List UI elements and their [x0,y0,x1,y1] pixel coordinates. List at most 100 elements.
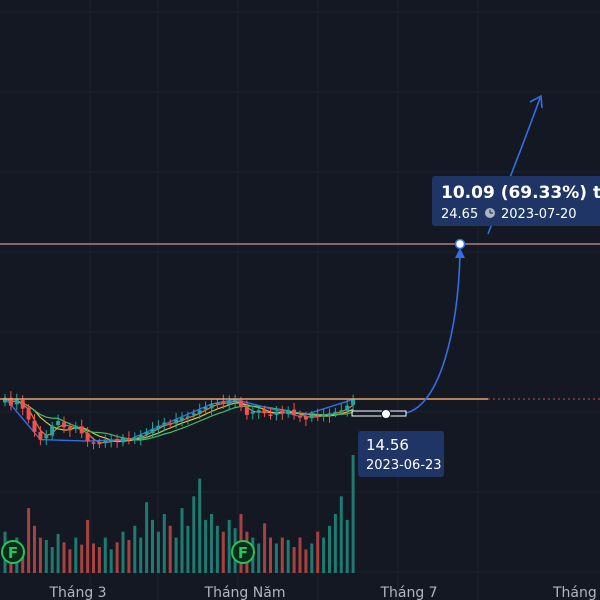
zigzag-path [4,397,354,442]
volume-bar [68,549,72,573]
candle-body [327,413,332,417]
candle-body [126,438,131,440]
volume-bar [345,519,349,573]
volume-bar [192,496,196,573]
volume-bar [204,519,208,573]
candle-body [345,405,350,411]
candle-body [268,414,273,417]
candle-body [73,425,78,430]
candle-body [85,432,90,442]
x-tick-label: Tháng 3 [48,585,106,600]
candle-body [221,401,226,405]
candle-body [321,414,326,417]
volume-bar [292,547,296,573]
projection-start-badge[interactable]: 14.56 2023-06-23 [358,431,444,477]
event-marker-label: F [8,544,18,562]
candle-body [203,407,208,410]
x-axis: Tháng 3 Tháng Năm Tháng 7 Tháng [48,585,596,600]
candle-body [121,438,125,443]
candle-body [162,422,167,425]
start-badge-background [358,431,444,477]
volume-bar [274,543,278,573]
volume-bar [210,514,213,573]
volume-bar [269,537,272,573]
volume-bar [86,519,90,573]
candle-body [351,399,356,405]
event-marker-circle [1,540,25,564]
candle-body [262,409,267,414]
projection-start-date-label: 2023-06-23 [366,458,442,473]
candle-body [339,410,344,412]
volume-bar [168,525,172,573]
clock-icon [485,208,495,218]
volume-bar [156,531,160,573]
candle-body [56,421,61,426]
candle-body [174,419,179,424]
zigzag-line [4,397,354,442]
volume-bar [21,549,25,573]
volume-bar [263,523,267,573]
candle-body [191,413,196,416]
candle-body [67,427,72,431]
projection-arrowhead [455,248,465,258]
candle-body [309,414,314,419]
moving-average-line [4,397,354,443]
projection-curve [405,253,461,414]
volume-bar [221,531,225,573]
projection-target-price-label: 24.65 [441,207,478,222]
x-tick-label: Tháng Năm [204,585,286,600]
volume-bar [151,519,154,573]
event-marker-label: F [238,544,248,562]
volume-bar [333,514,337,573]
projection-target-badge[interactable]: 10.09 (69.33%) tro 24.65 2023-07-20 [432,176,600,226]
volume-bar [339,496,343,573]
candle-body [256,410,261,413]
event-marker-circle [231,540,255,564]
candle-body [180,417,184,421]
candle-body [286,410,291,414]
candle-body [38,431,43,440]
candle-body [32,420,37,432]
candle-body [150,428,155,434]
target-badge-background [432,176,600,226]
projection-start-price-label: 14.56 [366,436,409,454]
candlesticks [3,391,356,450]
candle-body [333,411,338,414]
volume-bar [186,525,190,573]
projection-target-point[interactable] [454,238,466,250]
volume-bar [316,531,320,573]
volume-bar [227,519,231,573]
projection-start-box [351,410,407,417]
volume-bar [351,455,355,573]
volume-bar [139,537,143,573]
volume-bar [56,534,60,573]
volume-bar [180,508,184,573]
moving-average-line [4,397,354,441]
candle-body [239,400,243,408]
volume-bar [33,525,36,573]
volume-bar [328,525,331,573]
x-tick-label: Tháng 7 [379,585,437,600]
candle-body [168,423,173,425]
volume-bar [27,508,31,573]
projection-target-date-label: 2023-07-20 [501,207,577,222]
volume-bar [280,537,284,573]
projection-start-point[interactable] [381,409,391,419]
volume-bar [198,478,202,573]
candle-body [91,442,96,444]
candle-body [233,399,238,401]
volume-bar [44,539,48,573]
volume-bar [298,537,302,573]
candle-body [197,410,202,414]
candle-body [209,404,214,409]
candle-body [132,438,137,440]
volume-bar [322,537,326,573]
candle-body [109,439,114,442]
volume-bar [97,547,101,573]
candle-body [215,402,220,405]
candle-body [79,426,84,434]
volume-bar [304,549,308,573]
